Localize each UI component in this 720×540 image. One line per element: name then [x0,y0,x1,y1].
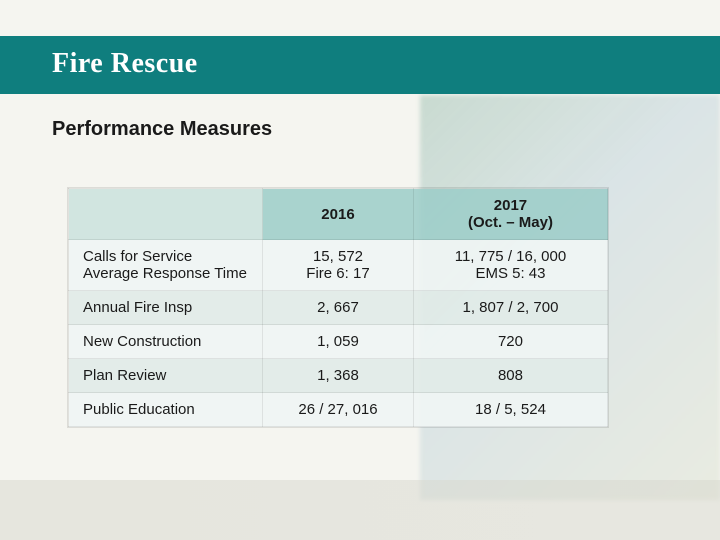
cell-2017: 18 / 5, 524 [413,393,607,427]
row-label: Annual Fire Insp [69,291,263,325]
col-header-blank [69,189,263,240]
table-row: Plan Review 1, 368 808 [69,359,608,393]
table-row: Annual Fire Insp 2, 667 1, 807 / 2, 700 [69,291,608,325]
cell-2017: 808 [413,359,607,393]
table-row: Public Education 26 / 27, 016 18 / 5, 52… [69,393,608,427]
slide: Fire Rescue Performance Measures 2016 20… [0,0,720,540]
page-title: Fire Rescue [0,36,720,80]
cell-2016: 1, 368 [263,359,414,393]
col-header-2017: 2017(Oct. – May) [413,189,607,240]
section-subtitle: Performance Measures [52,118,272,141]
row-label: New Construction [69,325,263,359]
cell-2016: 1, 059 [263,325,414,359]
cell-2017: 720 [413,325,607,359]
row-label: Plan Review [69,359,263,393]
cell-2017: 1, 807 / 2, 700 [413,291,607,325]
title-bar: Fire Rescue [0,36,720,94]
table-row: New Construction 1, 059 720 [69,325,608,359]
table-header-row: 2016 2017(Oct. – May) [69,189,608,240]
decorative-bg-bottom [0,480,720,540]
cell-2017: 11, 775 / 16, 000EMS 5: 43 [413,240,607,291]
table-row: Calls for ServiceAverage Response Time 1… [69,240,608,291]
performance-table: 2016 2017(Oct. – May) Calls for ServiceA… [68,188,608,427]
row-label: Public Education [69,393,263,427]
cell-2016: 15, 572Fire 6: 17 [263,240,414,291]
row-label: Calls for ServiceAverage Response Time [69,240,263,291]
cell-2016: 26 / 27, 016 [263,393,414,427]
table: 2016 2017(Oct. – May) Calls for ServiceA… [68,188,608,427]
col-header-2016: 2016 [263,189,414,240]
cell-2016: 2, 667 [263,291,414,325]
